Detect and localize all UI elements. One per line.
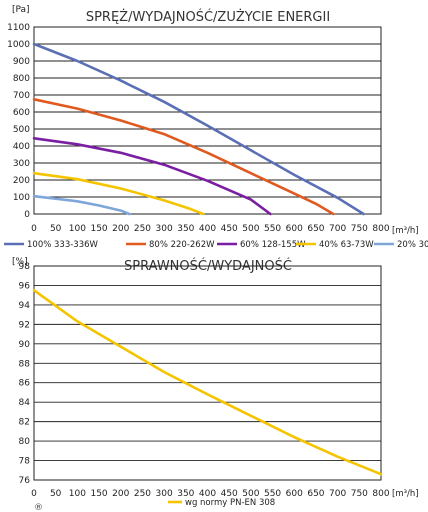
y-tick-label: 200 (13, 176, 30, 186)
y-tick-label: 94 (19, 301, 31, 311)
pressure-chart-title: SPRĘŻ/WYDAJNOŚĆ/ZUŻYCIE ENERGII (86, 9, 330, 25)
pressure-chart: [Pa] SPRĘŻ/WYDAJNOŚĆ/ZUŻYCIE ENERGII 0 10… (4, 5, 428, 250)
y-tick-label: 88 (19, 359, 31, 369)
x-tick-label: 250 (134, 489, 151, 499)
x-tick-label: 50 (50, 224, 62, 234)
x-tick-label: 300 (156, 489, 173, 499)
series-line-2 (32, 98, 335, 216)
x-tick-label: 550 (264, 489, 281, 499)
y-tick-label: 900 (13, 57, 30, 67)
x-tick-label: 250 (134, 224, 151, 234)
x-tick-label: 550 (264, 224, 281, 234)
x-tick-label: 600 (286, 489, 303, 499)
series-line-1 (32, 42, 365, 216)
y-tick-label: 76 (19, 476, 31, 486)
x-tick-label: 50 (50, 489, 62, 499)
y-tick-label: 500 (13, 125, 30, 135)
pressure-xlabel: [m³/h] (392, 226, 419, 236)
x-tick-label: 100 (69, 489, 86, 499)
x-tick-label: 650 (307, 224, 324, 234)
y-tick-label: 100 (13, 193, 30, 203)
efficiency-xlabel: [m³/h] (392, 489, 419, 499)
x-tick-label: 500 (242, 489, 259, 499)
x-tick-label: 700 (329, 224, 346, 234)
legend-label: 40% 63-73W (319, 240, 374, 250)
y-tick-label: 800 (13, 74, 30, 84)
x-tick-label: 500 (242, 224, 259, 234)
x-tick-label: 400 (199, 224, 216, 234)
series-line-4 (32, 171, 205, 216)
x-tick-label: 300 (156, 224, 173, 234)
y-tick-label: 700 (13, 91, 30, 101)
x-tick-label: 200 (112, 224, 129, 234)
legend-label: 80% 220-262W (149, 240, 215, 250)
y-tick-label: 600 (13, 108, 30, 118)
x-tick-label: 450 (221, 224, 238, 234)
series-line-5 (32, 194, 131, 216)
y-tick-label: 84 (19, 398, 31, 408)
x-tick-label: 150 (90, 224, 107, 234)
efficiency-ylabel: [%] (12, 257, 28, 267)
x-tick-label: 600 (286, 224, 303, 234)
x-tick-label: 100 (69, 224, 86, 234)
x-tick-label: 400 (199, 489, 216, 499)
legend-label: 100% 333-336W (27, 240, 99, 250)
x-tick-label: 0 (31, 489, 37, 499)
x-tick-label: 800 (372, 224, 389, 234)
x-tick-label: 0 (31, 224, 37, 234)
efficiency-chart: [%] SPRAWNOŚĆ/WYDAJNOŚĆ 7678808284868890… (12, 257, 419, 508)
y-tick-label: 300 (13, 159, 30, 169)
y-tick-label: 78 (19, 457, 31, 467)
y-tick-label: 86 (19, 379, 31, 389)
x-tick-label: 750 (351, 489, 368, 499)
y-tick-label: 98 (19, 262, 31, 272)
plot-frame (33, 265, 382, 481)
x-tick-label: 700 (329, 489, 346, 499)
y-tick-label: 92 (19, 320, 30, 330)
y-tick-label: 1000 (7, 40, 30, 50)
x-tick-label: 650 (307, 489, 324, 499)
y-tick-label: 80 (19, 437, 31, 447)
y-tick-label: 0 (24, 210, 30, 220)
legend-label: 20% 30-33W (397, 240, 428, 250)
x-tick-label: 450 (221, 489, 238, 499)
pressure-ylabel: [Pa] (12, 5, 30, 15)
y-tick-label: 400 (13, 142, 30, 152)
x-tick-label: 200 (112, 489, 129, 499)
x-tick-label: 350 (177, 224, 194, 234)
y-tick-label: 82 (19, 418, 30, 428)
x-tick-label: 350 (177, 489, 194, 499)
x-tick-label: 150 (90, 489, 107, 499)
y-tick-label: 96 (19, 281, 31, 291)
plot-frame (33, 26, 382, 215)
x-tick-label: 800 (372, 489, 389, 499)
y-tick-label: 1100 (7, 23, 30, 33)
x-tick-label: 750 (351, 224, 368, 234)
registered-mark: ® (34, 503, 43, 512)
y-tick-label: 90 (19, 340, 31, 350)
legend-label: wg normy PN-EN 308 (185, 498, 275, 508)
series-line-1 (32, 289, 383, 476)
legend-label: 60% 128-155W (240, 240, 306, 250)
series-line-3 (32, 137, 272, 216)
